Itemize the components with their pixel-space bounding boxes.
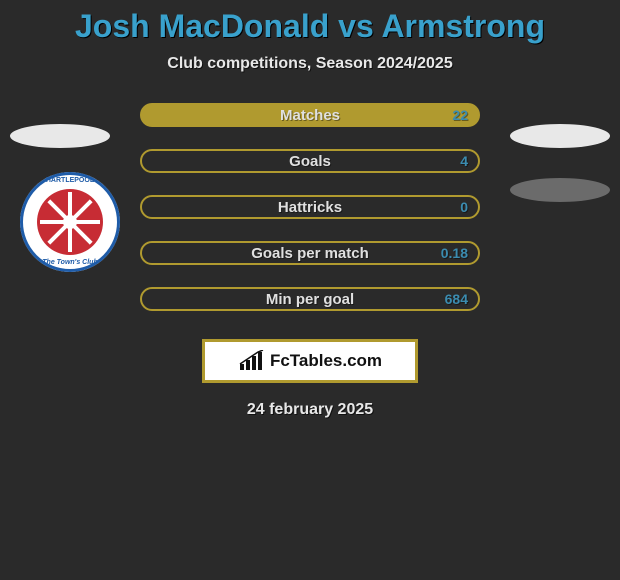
stat-bar: Goals per match 0.18	[140, 241, 480, 265]
stats-bars: Matches 22 Goals 4 Hattricks 0 Goals per match…	[140, 103, 480, 311]
stat-bar-label: Matches	[280, 107, 340, 124]
player-right-pill-1	[510, 124, 610, 148]
bar-chart-icon	[238, 350, 264, 372]
stat-bar-value: 22	[452, 107, 468, 123]
stat-bar-label: Min per goal	[266, 291, 354, 308]
fctables-logo: FcTables.com	[202, 339, 418, 383]
crest-text-bottom: The Town's Club	[20, 259, 120, 266]
stat-bar-value: 684	[445, 291, 468, 307]
page-title: Josh MacDonald vs Armstrong	[75, 8, 545, 45]
stat-bar: Matches 22	[140, 103, 480, 127]
fctables-logo-text: FcTables.com	[270, 351, 382, 371]
stat-bar-value: 4	[460, 153, 468, 169]
page-subtitle: Club competitions, Season 2024/2025	[167, 55, 452, 73]
stat-bar: Min per goal 684	[140, 287, 480, 311]
date-text: 24 february 2025	[247, 401, 373, 419]
stat-bar: Hattricks 0	[140, 195, 480, 219]
crest-text-top: HARTLEPOOL	[20, 177, 120, 184]
crest-hub	[63, 215, 77, 229]
stat-bar-label: Goals per match	[251, 245, 369, 262]
player-right-pill-2	[510, 178, 610, 202]
stat-bar: Goals 4	[140, 149, 480, 173]
stat-bar-value: 0	[460, 199, 468, 215]
stat-bar-value: 0.18	[441, 245, 468, 261]
player-left-pill	[10, 124, 110, 148]
stat-bar-label: Goals	[289, 153, 331, 170]
club-crest: HARTLEPOOL The Town's Club	[20, 172, 120, 272]
crest-wheel	[37, 189, 103, 255]
stat-bar-label: Hattricks	[278, 199, 342, 216]
